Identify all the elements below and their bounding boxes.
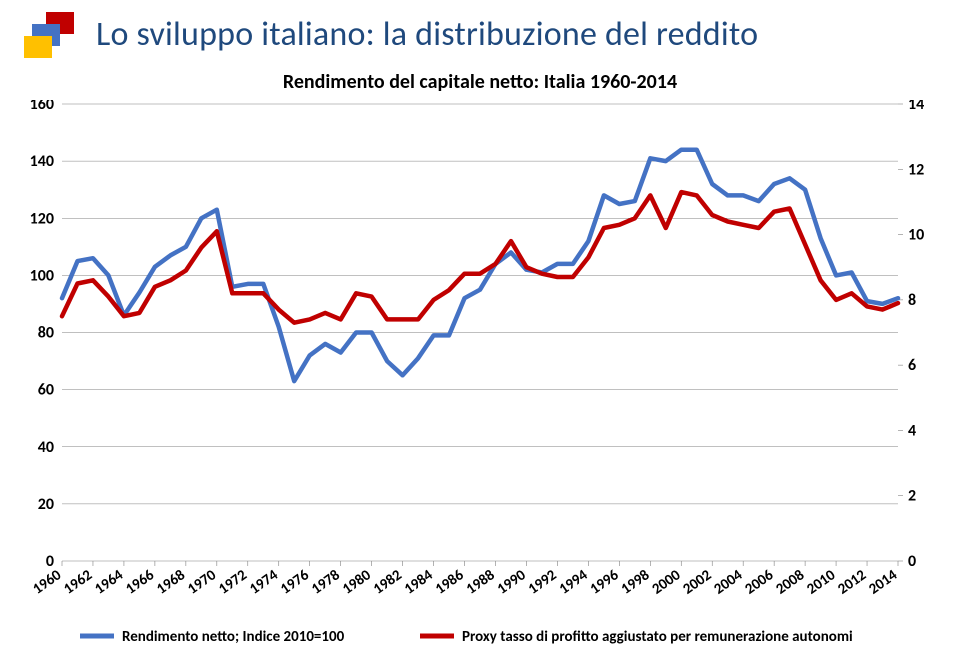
svg-text:0: 0 <box>908 552 916 571</box>
svg-text:1998: 1998 <box>618 566 654 598</box>
svg-text:1964: 1964 <box>92 566 128 598</box>
svg-text:1968: 1968 <box>153 566 189 598</box>
svg-text:2002: 2002 <box>680 566 716 598</box>
svg-text:12: 12 <box>908 160 924 179</box>
svg-text:14: 14 <box>908 100 924 114</box>
svg-text:2000: 2000 <box>649 566 685 598</box>
svg-text:60: 60 <box>38 381 54 400</box>
chart-plot-area: 0204060801001201401600246810121419601962… <box>14 100 946 655</box>
svg-text:1960: 1960 <box>30 566 66 598</box>
svg-text:1990: 1990 <box>494 566 530 598</box>
svg-text:20: 20 <box>38 495 54 514</box>
svg-text:1962: 1962 <box>61 566 97 598</box>
svg-text:1982: 1982 <box>370 566 406 598</box>
svg-text:2014: 2014 <box>866 566 902 598</box>
svg-text:4: 4 <box>908 421 916 440</box>
svg-text:160: 160 <box>30 100 54 114</box>
svg-text:Rendimento netto; Indice 2010=: Rendimento netto; Indice 2010=100 <box>122 628 345 646</box>
svg-text:1972: 1972 <box>215 566 251 598</box>
svg-text:1988: 1988 <box>463 566 499 598</box>
chart-title: Rendimento del capitale netto: Italia 19… <box>14 70 946 94</box>
svg-text:1974: 1974 <box>246 566 282 598</box>
svg-text:2008: 2008 <box>773 566 809 598</box>
slide-title: Lo sviluppo italiano: la distribuzione d… <box>96 14 758 55</box>
slide: Lo sviluppo italiano: la distribuzione d… <box>0 0 960 667</box>
svg-text:80: 80 <box>38 324 54 343</box>
svg-text:10: 10 <box>908 226 924 245</box>
svg-text:1994: 1994 <box>556 566 592 598</box>
svg-text:140: 140 <box>30 152 54 171</box>
svg-text:2012: 2012 <box>835 566 871 598</box>
flag-yellow-square <box>24 36 52 58</box>
svg-text:1978: 1978 <box>308 566 344 598</box>
svg-text:1984: 1984 <box>401 566 437 598</box>
svg-text:120: 120 <box>30 209 54 228</box>
svg-text:1980: 1980 <box>339 566 375 598</box>
svg-text:40: 40 <box>38 438 54 457</box>
svg-text:1992: 1992 <box>525 566 561 598</box>
svg-text:1966: 1966 <box>123 566 159 598</box>
chart: Rendimento del capitale netto: Italia 19… <box>14 70 946 660</box>
svg-text:100: 100 <box>30 266 54 285</box>
svg-text:Proxy tasso di profitto aggius: Proxy tasso di profitto aggiustato per r… <box>462 628 853 646</box>
title-row: Lo sviluppo italiano: la distribuzione d… <box>0 14 960 60</box>
chart-svg: 0204060801001201401600246810121419601962… <box>14 100 946 655</box>
svg-text:8: 8 <box>908 291 916 310</box>
svg-text:1996: 1996 <box>587 566 623 598</box>
svg-text:2006: 2006 <box>742 566 778 598</box>
svg-text:2010: 2010 <box>804 566 840 598</box>
svg-text:2004: 2004 <box>711 566 747 598</box>
svg-text:2: 2 <box>908 487 916 506</box>
svg-text:1970: 1970 <box>184 566 220 598</box>
svg-text:6: 6 <box>908 356 916 375</box>
svg-text:1976: 1976 <box>277 566 313 598</box>
svg-text:1986: 1986 <box>432 566 468 598</box>
